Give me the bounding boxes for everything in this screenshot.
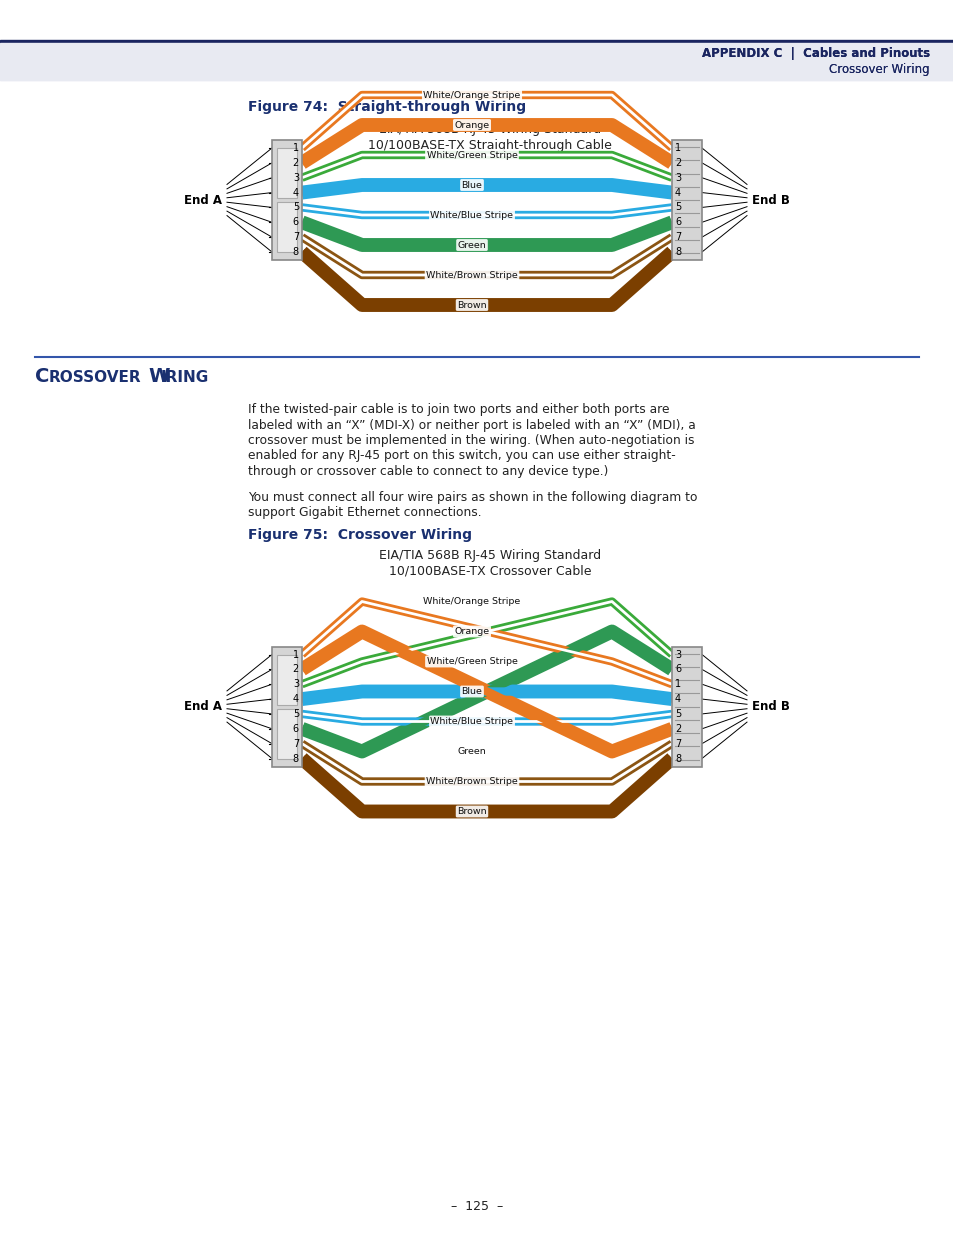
Text: –  125  –: – 125 – bbox=[451, 1200, 502, 1214]
Text: Blue: Blue bbox=[461, 687, 482, 697]
Text: Figure 74:  Straight-through Wiring: Figure 74: Straight-through Wiring bbox=[248, 100, 525, 114]
Bar bbox=[0, 43, 953, 80]
Text: End B: End B bbox=[751, 194, 789, 206]
Text: 1: 1 bbox=[675, 679, 680, 689]
Text: 1: 1 bbox=[675, 143, 680, 153]
Text: Figure 75:  Crossover Wiring: Figure 75: Crossover Wiring bbox=[248, 529, 472, 542]
Text: 8: 8 bbox=[293, 247, 298, 257]
Text: 8: 8 bbox=[675, 753, 680, 763]
Text: through or crossover cable to connect to any device type.): through or crossover cable to connect to… bbox=[248, 466, 608, 478]
Text: APPENDIX C: APPENDIX C bbox=[854, 46, 934, 58]
Text: 6: 6 bbox=[293, 217, 298, 227]
Bar bbox=[0, 40, 953, 43]
Bar bbox=[276, 709, 296, 758]
Text: 2: 2 bbox=[293, 664, 298, 674]
Bar bbox=[276, 148, 296, 198]
Text: 1: 1 bbox=[293, 650, 298, 659]
Bar bbox=[671, 140, 701, 261]
Text: |  Cables and Pinouts: | Cables and Pinouts bbox=[934, 46, 953, 58]
Text: 7: 7 bbox=[675, 232, 680, 242]
Text: 10/100BASE-TX Straight-through Cable: 10/100BASE-TX Straight-through Cable bbox=[368, 138, 611, 152]
Text: crossover must be implemented in the wiring. (When auto-negotiation is: crossover must be implemented in the wir… bbox=[248, 433, 694, 447]
Text: End A: End A bbox=[184, 194, 222, 206]
Text: White/Green Stripe: White/Green Stripe bbox=[426, 151, 517, 159]
Text: 8: 8 bbox=[675, 247, 680, 257]
Text: 6: 6 bbox=[293, 724, 298, 734]
Text: 6: 6 bbox=[675, 664, 680, 674]
Bar bbox=[276, 203, 296, 252]
Text: 4: 4 bbox=[293, 694, 298, 704]
Text: Green: Green bbox=[457, 747, 486, 756]
Text: ROSSOVER: ROSSOVER bbox=[49, 369, 141, 384]
Text: 3: 3 bbox=[675, 173, 680, 183]
Text: EIA/TIA 568B RJ-45 Wiring Standard: EIA/TIA 568B RJ-45 Wiring Standard bbox=[378, 122, 600, 136]
Text: 4: 4 bbox=[675, 188, 680, 198]
Text: C: C bbox=[35, 368, 50, 387]
Text: Brown: Brown bbox=[456, 300, 486, 310]
Text: 7: 7 bbox=[293, 739, 298, 748]
Text: If the twisted-pair cable is to join two ports and either both ports are: If the twisted-pair cable is to join two… bbox=[248, 403, 669, 416]
Text: APPENDIX C  |  Cables and Pinouts: APPENDIX C | Cables and Pinouts bbox=[701, 47, 929, 59]
Text: APPENDIX C  |  Cables and Pinouts: APPENDIX C | Cables and Pinouts bbox=[701, 47, 929, 59]
Text: White/Green Stripe: White/Green Stripe bbox=[426, 657, 517, 666]
Text: 5: 5 bbox=[293, 203, 298, 212]
Text: 2: 2 bbox=[675, 158, 680, 168]
Text: 1: 1 bbox=[293, 143, 298, 153]
Text: 3: 3 bbox=[293, 679, 298, 689]
Text: Brown: Brown bbox=[456, 806, 486, 816]
Text: White/Blue Stripe: White/Blue Stripe bbox=[430, 718, 513, 726]
Text: EIA/TIA 568B RJ-45 Wiring Standard: EIA/TIA 568B RJ-45 Wiring Standard bbox=[378, 550, 600, 562]
Text: IRING: IRING bbox=[161, 369, 209, 384]
Text: 7: 7 bbox=[675, 739, 680, 748]
Text: 4: 4 bbox=[293, 188, 298, 198]
Text: 4: 4 bbox=[675, 694, 680, 704]
Text: Crossover Wiring: Crossover Wiring bbox=[828, 63, 929, 77]
Text: 10/100BASE-TX Crossover Cable: 10/100BASE-TX Crossover Cable bbox=[388, 564, 591, 578]
Text: 8: 8 bbox=[293, 753, 298, 763]
Text: White/Brown Stripe: White/Brown Stripe bbox=[426, 270, 517, 279]
Bar bbox=[0, 0, 953, 40]
Text: End B: End B bbox=[751, 700, 789, 713]
Text: Crossover Wiring: Crossover Wiring bbox=[828, 63, 929, 75]
Text: 5: 5 bbox=[675, 203, 680, 212]
Text: White/Orange Stripe: White/Orange Stripe bbox=[423, 597, 520, 606]
Bar bbox=[272, 646, 302, 767]
Bar bbox=[0, 43, 953, 80]
Bar bbox=[272, 140, 302, 261]
Text: You must connect all four wire pairs as shown in the following diagram to: You must connect all four wire pairs as … bbox=[248, 490, 697, 504]
Text: Orange: Orange bbox=[454, 627, 489, 636]
Text: 2: 2 bbox=[675, 724, 680, 734]
Text: Orange: Orange bbox=[454, 121, 489, 130]
Bar bbox=[671, 646, 701, 767]
Text: White/Blue Stripe: White/Blue Stripe bbox=[430, 210, 513, 220]
Text: 2: 2 bbox=[293, 158, 298, 168]
Text: 3: 3 bbox=[293, 173, 298, 183]
Text: W: W bbox=[148, 368, 170, 387]
Text: 7: 7 bbox=[293, 232, 298, 242]
Text: support Gigabit Ethernet connections.: support Gigabit Ethernet connections. bbox=[248, 506, 481, 519]
Text: White/Orange Stripe: White/Orange Stripe bbox=[423, 90, 520, 100]
Text: 3: 3 bbox=[675, 650, 680, 659]
Text: 6: 6 bbox=[675, 217, 680, 227]
Text: Blue: Blue bbox=[461, 180, 482, 189]
Bar bbox=[276, 655, 296, 704]
Text: 5: 5 bbox=[675, 709, 680, 719]
Text: Green: Green bbox=[457, 241, 486, 249]
Text: 5: 5 bbox=[293, 709, 298, 719]
Text: End A: End A bbox=[184, 700, 222, 713]
Text: White/Brown Stripe: White/Brown Stripe bbox=[426, 777, 517, 785]
Text: labeled with an “X” (MDI-X) or neither port is labeled with an “X” (MDI), a: labeled with an “X” (MDI-X) or neither p… bbox=[248, 419, 695, 431]
Text: enabled for any RJ-45 port on this switch, you can use either straight-: enabled for any RJ-45 port on this switc… bbox=[248, 450, 675, 462]
